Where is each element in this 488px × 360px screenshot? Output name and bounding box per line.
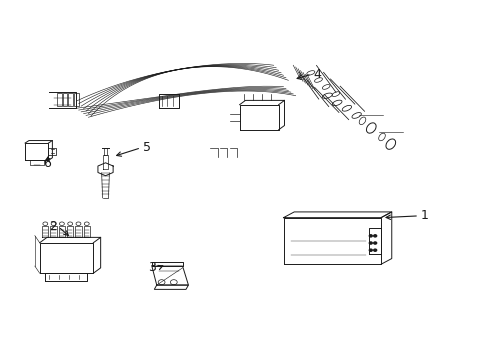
- Circle shape: [373, 242, 376, 244]
- Circle shape: [368, 249, 371, 251]
- Text: 4: 4: [313, 68, 321, 81]
- Text: 1: 1: [420, 210, 428, 222]
- Text: 2: 2: [49, 220, 57, 233]
- Circle shape: [368, 235, 371, 237]
- Bar: [57, 93, 61, 106]
- Circle shape: [373, 235, 376, 237]
- Text: 5: 5: [142, 141, 151, 154]
- Bar: [74, 93, 79, 106]
- Circle shape: [368, 242, 371, 244]
- Bar: [68, 93, 73, 106]
- Bar: [62, 93, 67, 106]
- Text: 3: 3: [147, 261, 156, 274]
- Circle shape: [373, 249, 376, 251]
- Text: 6: 6: [43, 157, 51, 170]
